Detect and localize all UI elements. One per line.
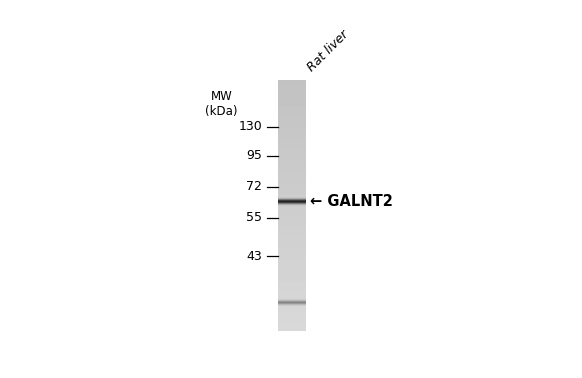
Text: Rat liver: Rat liver: [305, 28, 352, 74]
Text: 95: 95: [246, 149, 262, 163]
Text: 72: 72: [246, 180, 262, 193]
Text: 55: 55: [246, 211, 262, 224]
Text: 43: 43: [246, 250, 262, 263]
Text: ← GALNT2: ← GALNT2: [310, 194, 392, 209]
Text: 130: 130: [239, 120, 262, 133]
Text: MW
(kDa): MW (kDa): [205, 90, 238, 118]
